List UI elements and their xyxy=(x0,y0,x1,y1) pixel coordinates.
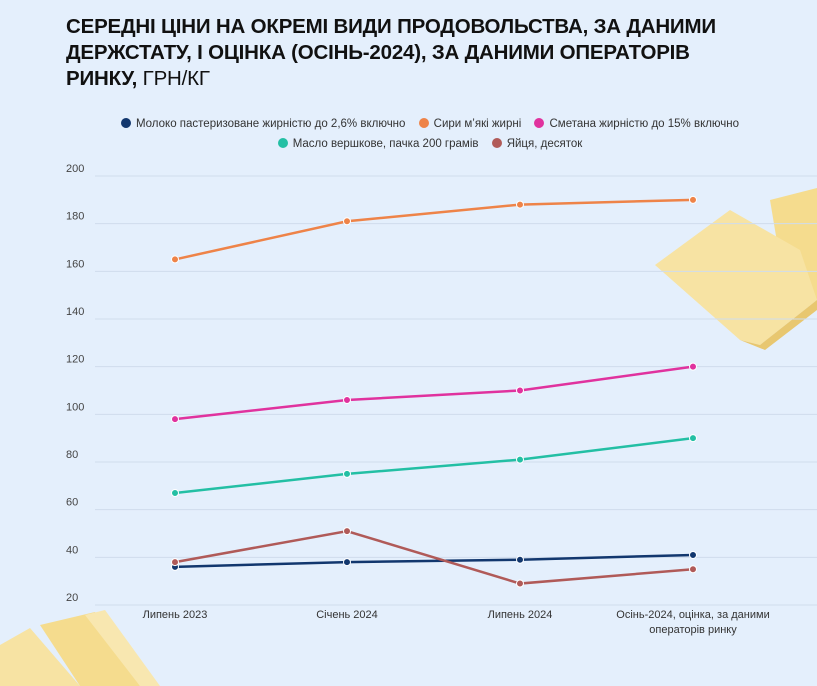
legend-item[interactable]: Масло вершкове, пачка 200 грамів xyxy=(277,134,479,154)
series-4 xyxy=(171,527,697,588)
y-tick-label: 100 xyxy=(66,401,84,413)
legend-dot xyxy=(120,118,131,128)
y-tick-label: 140 xyxy=(66,306,84,318)
series-line xyxy=(174,529,694,585)
data-point[interactable] xyxy=(689,565,697,574)
data-point[interactable] xyxy=(343,396,351,405)
legend-item[interactable]: Сметана жирністю до 15% включно xyxy=(534,114,739,134)
legend-item[interactable]: Сири м’які жирні xyxy=(418,114,522,134)
y-tick-label: 60 xyxy=(66,497,78,509)
data-point[interactable] xyxy=(689,550,697,559)
data-point[interactable] xyxy=(516,386,524,395)
data-point[interactable] xyxy=(171,255,179,264)
data-point[interactable] xyxy=(516,200,524,209)
y-tick-label: 160 xyxy=(66,258,84,270)
y-tick-label: 180 xyxy=(66,211,84,223)
data-point[interactable] xyxy=(171,558,179,567)
title-main: СЕРЕДНІ ЦІНИ НА ОКРЕМІ ВИДИ ПРОДОВОЛЬСТВ… xyxy=(66,15,716,90)
series-line xyxy=(174,365,694,421)
legend-label: Сметана жирністю до 15% включно xyxy=(549,118,740,130)
y-tick-label: 120 xyxy=(66,354,84,366)
y-tick-label: 200 xyxy=(66,163,84,175)
legend-dot xyxy=(277,138,288,148)
data-point[interactable] xyxy=(516,455,524,464)
data-point[interactable] xyxy=(516,579,524,588)
legend-label: Яйця, десяток xyxy=(506,138,583,150)
x-tick-label: Липень 2023 xyxy=(143,609,208,621)
chart-title: СЕРЕДНІ ЦІНИ НА ОКРЕМІ ВИДИ ПРОДОВОЛЬСТВ… xyxy=(66,14,766,92)
title-unit: ГРН/КГ xyxy=(137,67,210,90)
series-2 xyxy=(171,362,697,424)
data-point[interactable] xyxy=(689,362,697,371)
legend-label: Масло вершкове, пачка 200 грамів xyxy=(292,138,479,150)
series-line xyxy=(174,436,694,495)
y-tick-label: 80 xyxy=(66,449,78,461)
legend-dot xyxy=(418,118,429,128)
y-tick-label: 20 xyxy=(66,592,78,604)
x-tick-label: Липень 2024 xyxy=(488,609,553,621)
data-point[interactable] xyxy=(343,558,351,567)
y-tick-label: 40 xyxy=(66,544,78,556)
series-line xyxy=(174,553,694,569)
data-point[interactable] xyxy=(343,217,351,226)
data-point[interactable] xyxy=(171,488,179,497)
x-tick-label: Осінь-2024, оцінка, за даними xyxy=(616,609,769,621)
series-3 xyxy=(171,434,697,497)
series-0 xyxy=(171,550,697,571)
legend: Молоко пастеризоване жирністю до 2,6% вк… xyxy=(60,114,800,154)
legend-item[interactable]: Молоко пастеризоване жирністю до 2,6% вк… xyxy=(120,114,406,134)
data-point[interactable] xyxy=(343,469,351,478)
data-point[interactable] xyxy=(689,434,697,443)
series-1 xyxy=(171,195,697,264)
legend-dot xyxy=(491,138,502,148)
x-tick-label: операторів ринку xyxy=(649,624,737,636)
series-line xyxy=(174,198,694,261)
legend-dot xyxy=(534,118,545,128)
cheese-decoration-left xyxy=(0,610,160,686)
data-point[interactable] xyxy=(516,555,524,564)
data-point[interactable] xyxy=(171,415,179,424)
legend-label: Молоко пастеризоване жирністю до 2,6% вк… xyxy=(135,118,406,130)
legend-item[interactable]: Яйця, десяток xyxy=(491,134,583,154)
data-point[interactable] xyxy=(343,527,351,536)
x-tick-label: Січень 2024 xyxy=(316,609,378,621)
legend-label: Сири м’які жирні xyxy=(433,118,522,130)
cheese-decoration-right xyxy=(655,188,817,350)
data-point[interactable] xyxy=(689,195,697,204)
